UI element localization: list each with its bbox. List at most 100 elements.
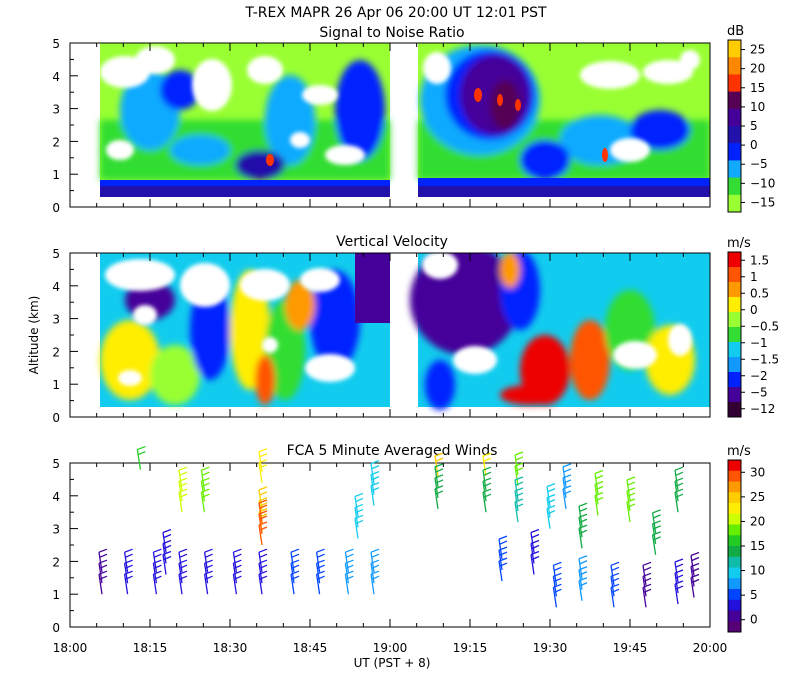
wind-barb-staff — [578, 506, 583, 527]
wind-barb-flag — [154, 553, 162, 558]
wind-barb-staff — [162, 554, 167, 575]
colorbar-swatch — [728, 327, 741, 343]
wind-barb-staff — [370, 574, 375, 595]
wind-barb-staff — [178, 563, 183, 584]
wind-barb-staff — [258, 574, 263, 595]
wind-barb-staff — [578, 528, 583, 549]
wind-barb-staff — [610, 565, 615, 586]
wind-barb — [514, 451, 524, 487]
wind-barb-staff — [514, 465, 519, 487]
wind-barb — [578, 502, 588, 549]
wind-barb-flag — [554, 566, 562, 571]
y-tick-label: 0 — [52, 201, 60, 215]
wind-barb-staff — [258, 462, 263, 483]
colorbar-tick-label: −5 — [750, 385, 768, 399]
colorbar-swatch — [728, 194, 741, 213]
wind-barb-flag — [434, 463, 444, 468]
wind-barb-staff — [594, 484, 599, 505]
colorbar-swatch — [728, 621, 741, 633]
wind-barb-staff — [344, 563, 350, 584]
wind-barb-staff — [674, 572, 679, 594]
colorbar-tick-label: −15 — [750, 195, 775, 209]
wind-barb — [626, 476, 636, 523]
wind-barb — [123, 548, 133, 595]
colorbar-tick-label: 15 — [750, 81, 765, 95]
wind-barb-staff — [674, 583, 679, 605]
colorbar-swatch — [728, 460, 741, 472]
colorbar-swatch — [728, 513, 741, 525]
colorbar-swatch — [728, 546, 741, 558]
wind-barb-flag — [258, 548, 268, 553]
y-tick-label: 1 — [52, 588, 60, 602]
wind-barb-flag — [258, 499, 268, 504]
wind-barb-staff — [546, 497, 551, 518]
colorbar-swatch — [728, 252, 741, 268]
wind-barb-staff — [482, 481, 487, 502]
colorbar-tick-label: −1.5 — [750, 352, 779, 366]
x-tick-label: 19:45 — [613, 641, 648, 655]
wind-barb-staff — [610, 587, 615, 608]
y-tick-label: 5 — [52, 247, 60, 261]
colorbar-swatch — [728, 556, 741, 568]
wind-barb-flag — [179, 553, 188, 558]
wind-barb-flag — [691, 556, 700, 562]
colorbar-swatch — [728, 312, 741, 328]
y-tick-label: 2 — [52, 555, 60, 569]
wind-barbs — [98, 445, 700, 608]
y-tick-label: 3 — [52, 523, 60, 537]
wind-barb-flag — [371, 465, 380, 470]
wind-barb — [258, 548, 268, 595]
wind-barb-staff — [178, 552, 183, 573]
wind-barb — [178, 548, 188, 595]
wind-barb-flag — [233, 548, 242, 553]
colorbar-swatch — [728, 567, 741, 579]
wind-barb-staff — [178, 481, 183, 502]
y-tick-label: 4 — [52, 70, 60, 84]
wind-barb — [98, 548, 108, 595]
x-axis-label: UT (PST + 8) — [354, 656, 431, 670]
y-tick-label: 3 — [52, 103, 60, 117]
wind-barb-flag — [675, 471, 684, 476]
wind-barb-staff — [578, 558, 583, 579]
velocity-panel: Vertical Velocity — [69, 234, 711, 418]
wind-barb-flag — [595, 474, 604, 480]
wind-barb-flag — [579, 560, 588, 565]
wind-barb-staff — [258, 563, 263, 584]
figure-title: T-REX MAPR 26 Apr 06 20:00 UT 12:01 PST — [244, 5, 547, 21]
wind-barb-staff — [370, 563, 375, 584]
wind-barb-staff — [434, 488, 439, 510]
wind-barb-staff — [626, 479, 631, 501]
wind-barb-staff — [642, 587, 647, 608]
wind-barb-staff — [642, 565, 647, 586]
wind-barb-staff — [498, 538, 503, 560]
y-axis-label: Altitude (km) — [27, 296, 41, 375]
wind-barb-flag — [204, 548, 213, 553]
colorbar-swatch — [728, 282, 741, 298]
colorbar-swatch — [728, 589, 741, 601]
wind-barb-flag — [202, 471, 210, 476]
wind-barb-flag — [563, 468, 572, 473]
wind-barb-staff — [651, 512, 657, 533]
colorbar-tick-label: −1 — [750, 336, 768, 350]
colorbar-swatch — [728, 177, 741, 196]
wind-barb — [690, 551, 700, 598]
y-tick-label: 5 — [52, 457, 60, 471]
wind-barb-staff — [562, 466, 567, 488]
wind-barb — [562, 463, 572, 510]
colorbar-swatch — [728, 40, 741, 58]
wind-barb-flag — [137, 445, 146, 451]
wind-barb-flag — [626, 476, 636, 481]
colorbar-tick-label: 20 — [750, 514, 765, 528]
wind-barb — [178, 466, 188, 513]
wind-barb — [354, 492, 364, 539]
wind-barb-flag — [482, 452, 492, 457]
y-tick-label: 0 — [52, 411, 60, 425]
colorbar-swatch — [728, 74, 741, 93]
wind-barb-flag — [162, 528, 172, 534]
colorbar-tick-label: 20 — [750, 62, 765, 76]
wind-barb — [546, 482, 556, 529]
wind-barb-staff — [482, 492, 487, 513]
wind-barb-staff — [178, 574, 183, 595]
colorbar-tick-label: −12 — [750, 402, 775, 416]
